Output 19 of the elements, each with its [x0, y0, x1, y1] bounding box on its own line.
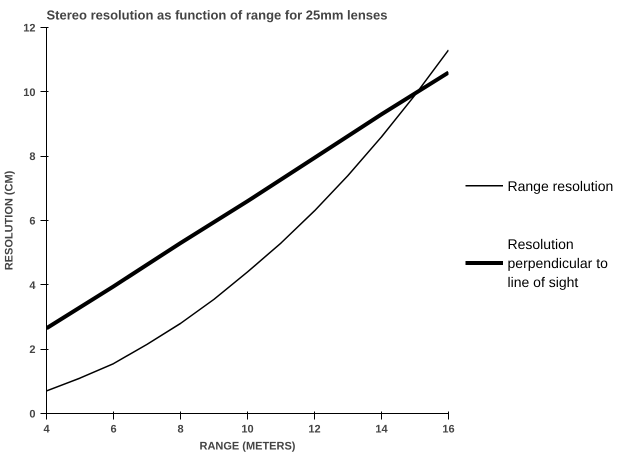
- x-tick-label: 8: [177, 424, 184, 436]
- legend-label: Range resolution: [508, 178, 614, 194]
- x-tick-label: 10: [241, 424, 254, 436]
- x-tick-label: 6: [110, 424, 117, 436]
- x-tick-label: 4: [43, 424, 50, 436]
- y-tick-label: 6: [29, 216, 36, 228]
- x-tick-label: 16: [442, 424, 455, 436]
- y-tick-label: 0: [29, 408, 36, 420]
- y-tick-label: 8: [29, 151, 36, 164]
- y-tick-label: 2: [29, 344, 36, 356]
- chart-title: Stereo resolution as function of range for 25mm lenses: [46, 8, 388, 22]
- y-tick-label: 12: [23, 22, 36, 34]
- x-tick-label: 14: [375, 424, 388, 436]
- legend-label: Resolution perpendicular to line of sight: [508, 236, 608, 290]
- x-tick-label: 12: [308, 424, 321, 436]
- y-tick-label: 4: [29, 280, 36, 292]
- x-axis-title: RANGE (METERS): [200, 440, 296, 452]
- y-axis-title: RESOLUTION (CM): [3, 170, 16, 270]
- y-tick-label: 10: [23, 86, 36, 99]
